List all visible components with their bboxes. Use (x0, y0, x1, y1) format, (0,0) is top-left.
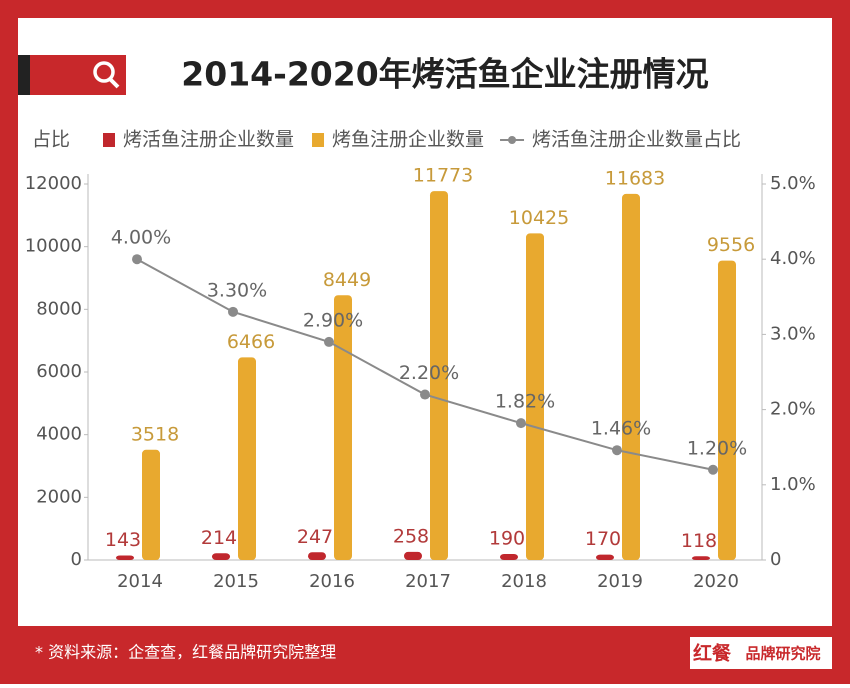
y2-tick-label: 5.0% (770, 173, 816, 194)
data-label: 1.82% (495, 391, 555, 413)
data-label: 247 (297, 526, 333, 548)
x-tick-label: 2017 (405, 571, 451, 592)
data-label: 1.46% (591, 418, 651, 440)
y-tick-label: 0 (71, 549, 82, 570)
y2-tick-label: 2.0% (770, 399, 816, 420)
legend-swatch (103, 133, 115, 147)
y2-tick-label: 0 (770, 549, 781, 570)
legend-label: 烤活鱼注册企业数量 (123, 129, 294, 151)
bar (334, 295, 352, 560)
legend-label: 烤活鱼注册企业数量占比 (532, 129, 741, 151)
bar (238, 357, 256, 560)
data-label: 10425 (509, 207, 569, 229)
y2-tick-label: 1.0% (770, 474, 816, 495)
bar (404, 551, 422, 560)
data-label: 6466 (227, 331, 275, 353)
data-label: 143 (105, 529, 141, 551)
line-point (132, 254, 142, 265)
legend-label: 烤鱼注册企业数量 (332, 129, 484, 151)
x-tick-label: 2019 (597, 571, 643, 592)
data-label: 214 (201, 527, 237, 549)
data-label: 2.20% (399, 362, 459, 384)
line-point (324, 336, 334, 347)
y-tick-label: 4000 (36, 424, 82, 445)
search-icon (93, 61, 115, 83)
data-label: 4.00% (111, 227, 171, 249)
line-point (420, 389, 430, 400)
data-label: 118 (681, 530, 717, 552)
data-label: 190 (489, 528, 525, 550)
y-tick-label: 12000 (25, 173, 82, 194)
data-label: 258 (393, 525, 429, 547)
line-point (708, 464, 718, 475)
axis-label: 占比 (32, 129, 70, 151)
bar (596, 554, 614, 560)
legend-swatch (312, 133, 325, 147)
bar (308, 552, 326, 560)
legend-swatch (508, 136, 517, 144)
y2-tick-label: 4.0% (770, 248, 816, 269)
logo-mark: 红餐 (693, 642, 732, 665)
logo (690, 637, 832, 669)
y-tick-label: 10000 (25, 236, 82, 257)
bar (116, 555, 134, 560)
data-label: 3518 (131, 423, 179, 445)
data-label: 170 (585, 528, 621, 550)
title-decor (18, 55, 30, 95)
y-tick-label: 6000 (36, 361, 82, 382)
data-label: 11683 (605, 167, 665, 189)
line-point (612, 445, 622, 456)
bar (526, 233, 544, 560)
y-tick-label: 2000 (36, 486, 82, 507)
bar (622, 193, 640, 560)
y-tick-label: 8000 (36, 298, 82, 319)
chart-title: 2014-2020年烤活鱼企业注册情况 (181, 55, 708, 94)
x-tick-label: 2018 (501, 571, 547, 592)
data-label: 1.20% (687, 437, 747, 459)
data-label: 8449 (323, 269, 371, 291)
bar (430, 191, 448, 560)
x-tick-label: 2015 (213, 571, 259, 592)
data-label: 3.30% (207, 279, 267, 301)
bar (718, 260, 736, 560)
bar (212, 553, 230, 560)
x-tick-label: 2016 (309, 571, 355, 592)
logo-text: 品牌研究院 (745, 645, 820, 663)
line-point (516, 418, 526, 429)
title-decor (30, 55, 126, 95)
data-label: 9556 (707, 234, 755, 256)
y2-tick-label: 3.0% (770, 323, 816, 344)
search-icon (108, 77, 120, 89)
source-note: * 资料来源：企查查，红餐品牌研究院整理 (35, 643, 336, 662)
bar (500, 554, 518, 560)
x-tick-label: 2014 (117, 571, 163, 592)
line-point (228, 306, 238, 317)
data-label: 2.90% (303, 309, 363, 331)
x-tick-label: 2020 (693, 571, 739, 592)
bar (692, 556, 710, 560)
data-label: 11773 (413, 165, 473, 187)
bar (142, 449, 160, 560)
